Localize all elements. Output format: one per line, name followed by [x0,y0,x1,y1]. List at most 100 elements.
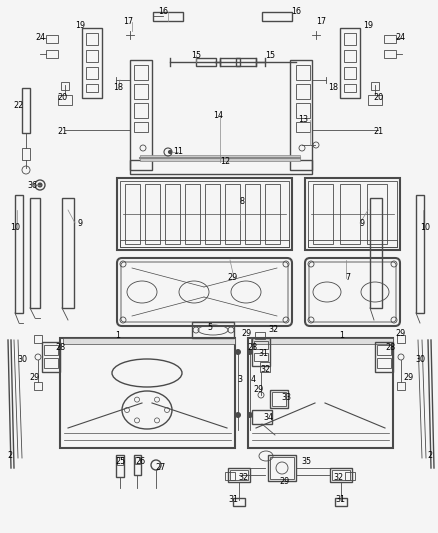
Bar [252,410,272,424]
Text: 29: 29 [403,374,413,383]
Bar [134,65,148,80]
Text: 32: 32 [333,472,343,481]
Text: 28: 28 [385,343,395,352]
Bar [384,50,396,58]
Text: 29: 29 [227,273,237,282]
Text: 9: 9 [360,219,364,228]
Bar [296,103,310,118]
Text: 26: 26 [135,457,145,466]
Text: 12: 12 [220,157,230,166]
Bar [340,184,360,244]
Bar [225,472,235,480]
Bar [34,382,42,390]
Bar [116,455,124,477]
Text: 30: 30 [415,356,425,365]
Bar [344,84,356,92]
Text: 17: 17 [123,18,133,27]
Text: 2: 2 [7,450,13,459]
Bar [192,322,234,338]
Text: 35: 35 [301,457,311,466]
Bar [344,33,356,45]
Bar [416,195,424,313]
Bar [260,362,270,372]
Text: 29: 29 [241,328,251,337]
Bar [165,184,180,244]
Text: 30: 30 [17,356,27,365]
Bar [340,28,360,98]
Text: 32: 32 [268,326,278,335]
Circle shape [247,349,253,355]
Text: 21: 21 [57,126,67,135]
Bar [254,353,268,361]
Text: 22: 22 [13,101,23,110]
Bar [117,178,292,250]
Bar [330,468,352,482]
Bar [140,155,300,161]
Text: 10: 10 [420,223,430,232]
Text: 24: 24 [35,34,45,43]
Bar [225,184,240,244]
Text: 2: 2 [427,450,433,459]
Bar [308,240,397,247]
Bar [384,35,396,43]
Text: 36: 36 [27,181,37,190]
Bar [145,184,160,244]
Bar [220,58,240,66]
Text: 4: 4 [251,376,255,384]
Bar [375,342,393,372]
Bar [22,148,30,160]
Bar [130,60,152,170]
Bar [135,457,140,464]
Bar [62,198,74,308]
Bar [134,84,148,99]
Text: 32: 32 [260,366,270,375]
Text: 19: 19 [75,20,85,29]
Bar [86,33,98,45]
Bar [290,60,312,170]
Text: 8: 8 [240,198,244,206]
Text: 1: 1 [339,330,345,340]
Text: 18: 18 [328,84,338,93]
Bar [272,392,286,406]
Bar [255,332,265,339]
Bar [22,88,30,133]
Bar [254,341,268,349]
Bar [308,181,397,247]
Bar [368,95,382,105]
Bar [58,95,72,105]
Bar [370,198,382,308]
Bar [44,345,58,355]
Bar [377,345,391,355]
Bar [30,198,40,308]
Bar [265,184,280,244]
Text: 29: 29 [30,374,40,383]
Text: 32: 32 [238,472,248,481]
Text: 29: 29 [395,328,405,337]
Text: 11: 11 [173,148,183,157]
Text: 15: 15 [191,51,201,60]
Text: 16: 16 [158,7,168,17]
Bar [251,338,393,344]
Text: 7: 7 [346,273,350,282]
Bar [313,184,333,244]
Text: 1: 1 [116,330,120,340]
Bar [371,82,379,90]
Bar [134,455,141,475]
Bar [46,50,58,58]
Bar [296,84,310,99]
Text: 25: 25 [115,457,125,466]
Bar [196,58,216,66]
Bar [332,470,350,480]
Bar [205,184,220,244]
Text: 9: 9 [78,219,82,228]
Bar [377,358,391,368]
Circle shape [169,150,172,154]
Circle shape [235,412,241,418]
Bar [270,390,288,408]
Bar [230,470,248,480]
Text: 31: 31 [335,496,345,505]
Text: 19: 19 [363,20,373,29]
Bar [120,240,289,247]
Bar [82,28,102,98]
Bar [86,67,98,79]
